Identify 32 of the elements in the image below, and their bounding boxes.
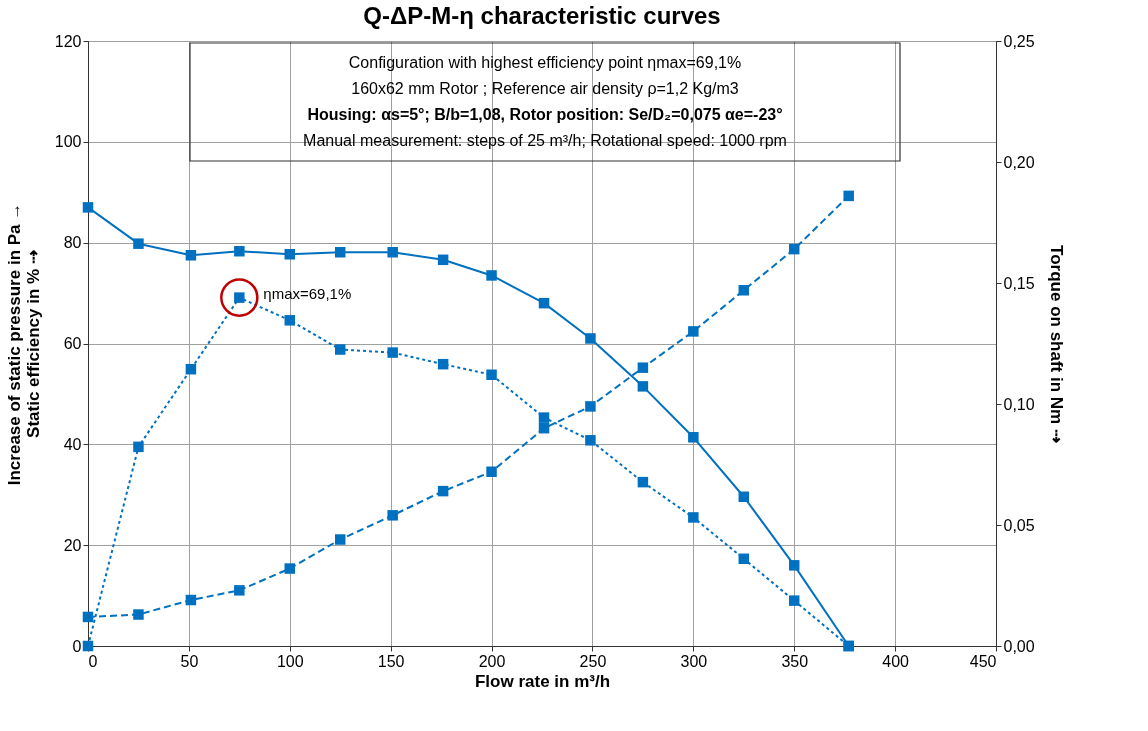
annotation: 160x62 mm Rotor ; Reference air density ρ=1,2 Kg/m3 [351,80,739,97]
x-tick-label: 400 [882,652,910,670]
y2-axis-title: Torque on shaft in Nm ⇢ [1046,245,1066,443]
y-tick-label: 120 [54,32,82,50]
annotation: Configuration with highest efficiency point ηmax=69,1% [348,54,742,71]
y2-tick-label: 0,15 [1003,274,1035,292]
y-tick-label: 40 [63,435,82,453]
x-tick-label: 100 [276,652,304,670]
x-tick-label: 150 [377,652,405,670]
y-tick-label: 20 [63,536,82,554]
y2-tick-label: 0,00 [1003,637,1035,655]
x-axis-title: Flow rate in m³/h [474,671,611,691]
x-tick-label: 200 [478,652,506,670]
x-tick-label: 300 [680,652,708,670]
x-tick-label: 450 [969,652,997,670]
annotation: Housing: αs=5°; B/b=1,08, Rotor position: Se/D₂=0,075 αe=-23° [307,106,783,123]
y2-tick-label: 0,10 [1003,395,1035,413]
annotation: Manual measurement: steps of 25 m³/h; Rotational speed: 1000 rpm [303,132,787,149]
y-tick-label: 0 [72,637,82,655]
y2-tick-label: 0,05 [1003,516,1035,534]
x-tick-label: 50 [180,652,199,670]
chart-title: Q-ΔP-M-η characteristic curves [363,2,721,29]
y2-tick-label: 0,20 [1003,153,1035,171]
x-tick-label: 0 [88,652,98,670]
y2-tick-label: 0,25 [1003,32,1035,50]
y-tick-label: 60 [63,335,82,352]
y-tick-label: 100 [54,133,82,151]
x-tick-label: 350 [781,652,809,670]
annotation: ηmax=69,1% [263,284,352,302]
x-tick-label: 250 [579,652,607,670]
y-axis-title: Increase of static pressure in Pa → Static efficiency in % ⇢ [4,202,43,486]
y-tick-label: 80 [63,234,82,252]
